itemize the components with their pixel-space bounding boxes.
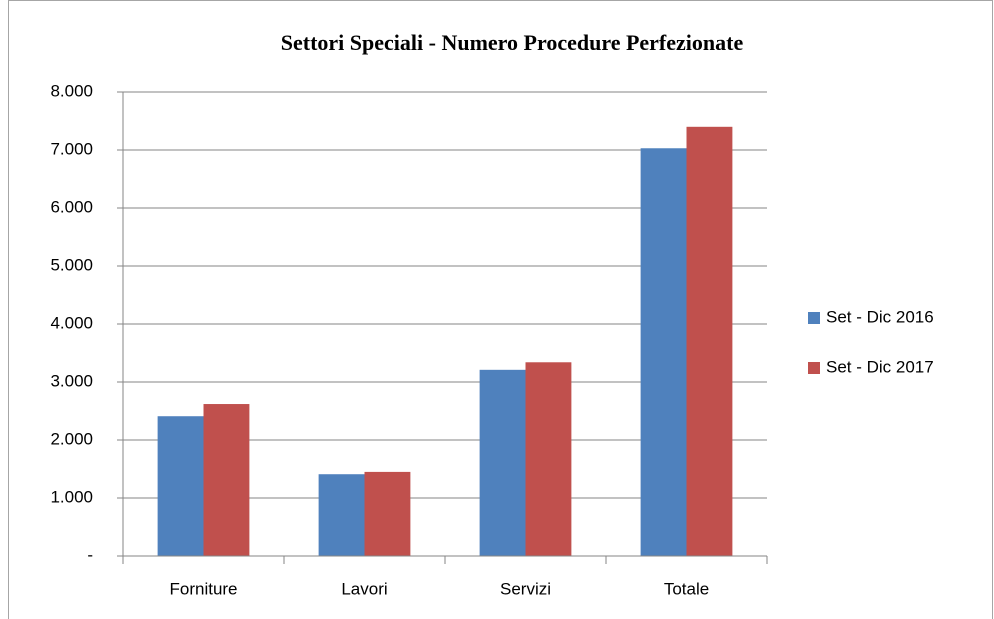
bar [525, 362, 572, 556]
x-tick-label: Lavori [341, 579, 387, 598]
x-tick-label: Forniture [169, 579, 237, 598]
y-tick-label: - [87, 545, 93, 564]
legend-label: Set - Dic 2017 [826, 357, 934, 376]
bar [686, 126, 733, 557]
x-tick-label: Servizi [500, 579, 551, 598]
y-tick-label: 5.000 [50, 255, 93, 274]
bar [364, 471, 411, 556]
bar [640, 148, 687, 556]
x-tick-label: Totale [664, 579, 709, 598]
legend-swatch [808, 362, 820, 374]
legend-swatch [808, 312, 820, 324]
legend-label: Set - Dic 2016 [826, 307, 934, 326]
y-tick-label: 1.000 [50, 487, 93, 506]
chart-title: Settori Speciali - Numero Procedure Perf… [281, 30, 744, 55]
y-tick-label: 8.000 [50, 81, 93, 100]
y-tick-label: 3.000 [50, 371, 93, 390]
chart-border [8, 0, 993, 619]
bar [318, 474, 365, 556]
y-tick-label: 7.000 [50, 139, 93, 158]
bar [203, 404, 250, 556]
bar [157, 416, 204, 556]
y-tick-label: 4.000 [50, 313, 93, 332]
bar [479, 369, 526, 556]
y-tick-label: 2.000 [50, 429, 93, 448]
y-tick-label: 6.000 [50, 197, 93, 216]
